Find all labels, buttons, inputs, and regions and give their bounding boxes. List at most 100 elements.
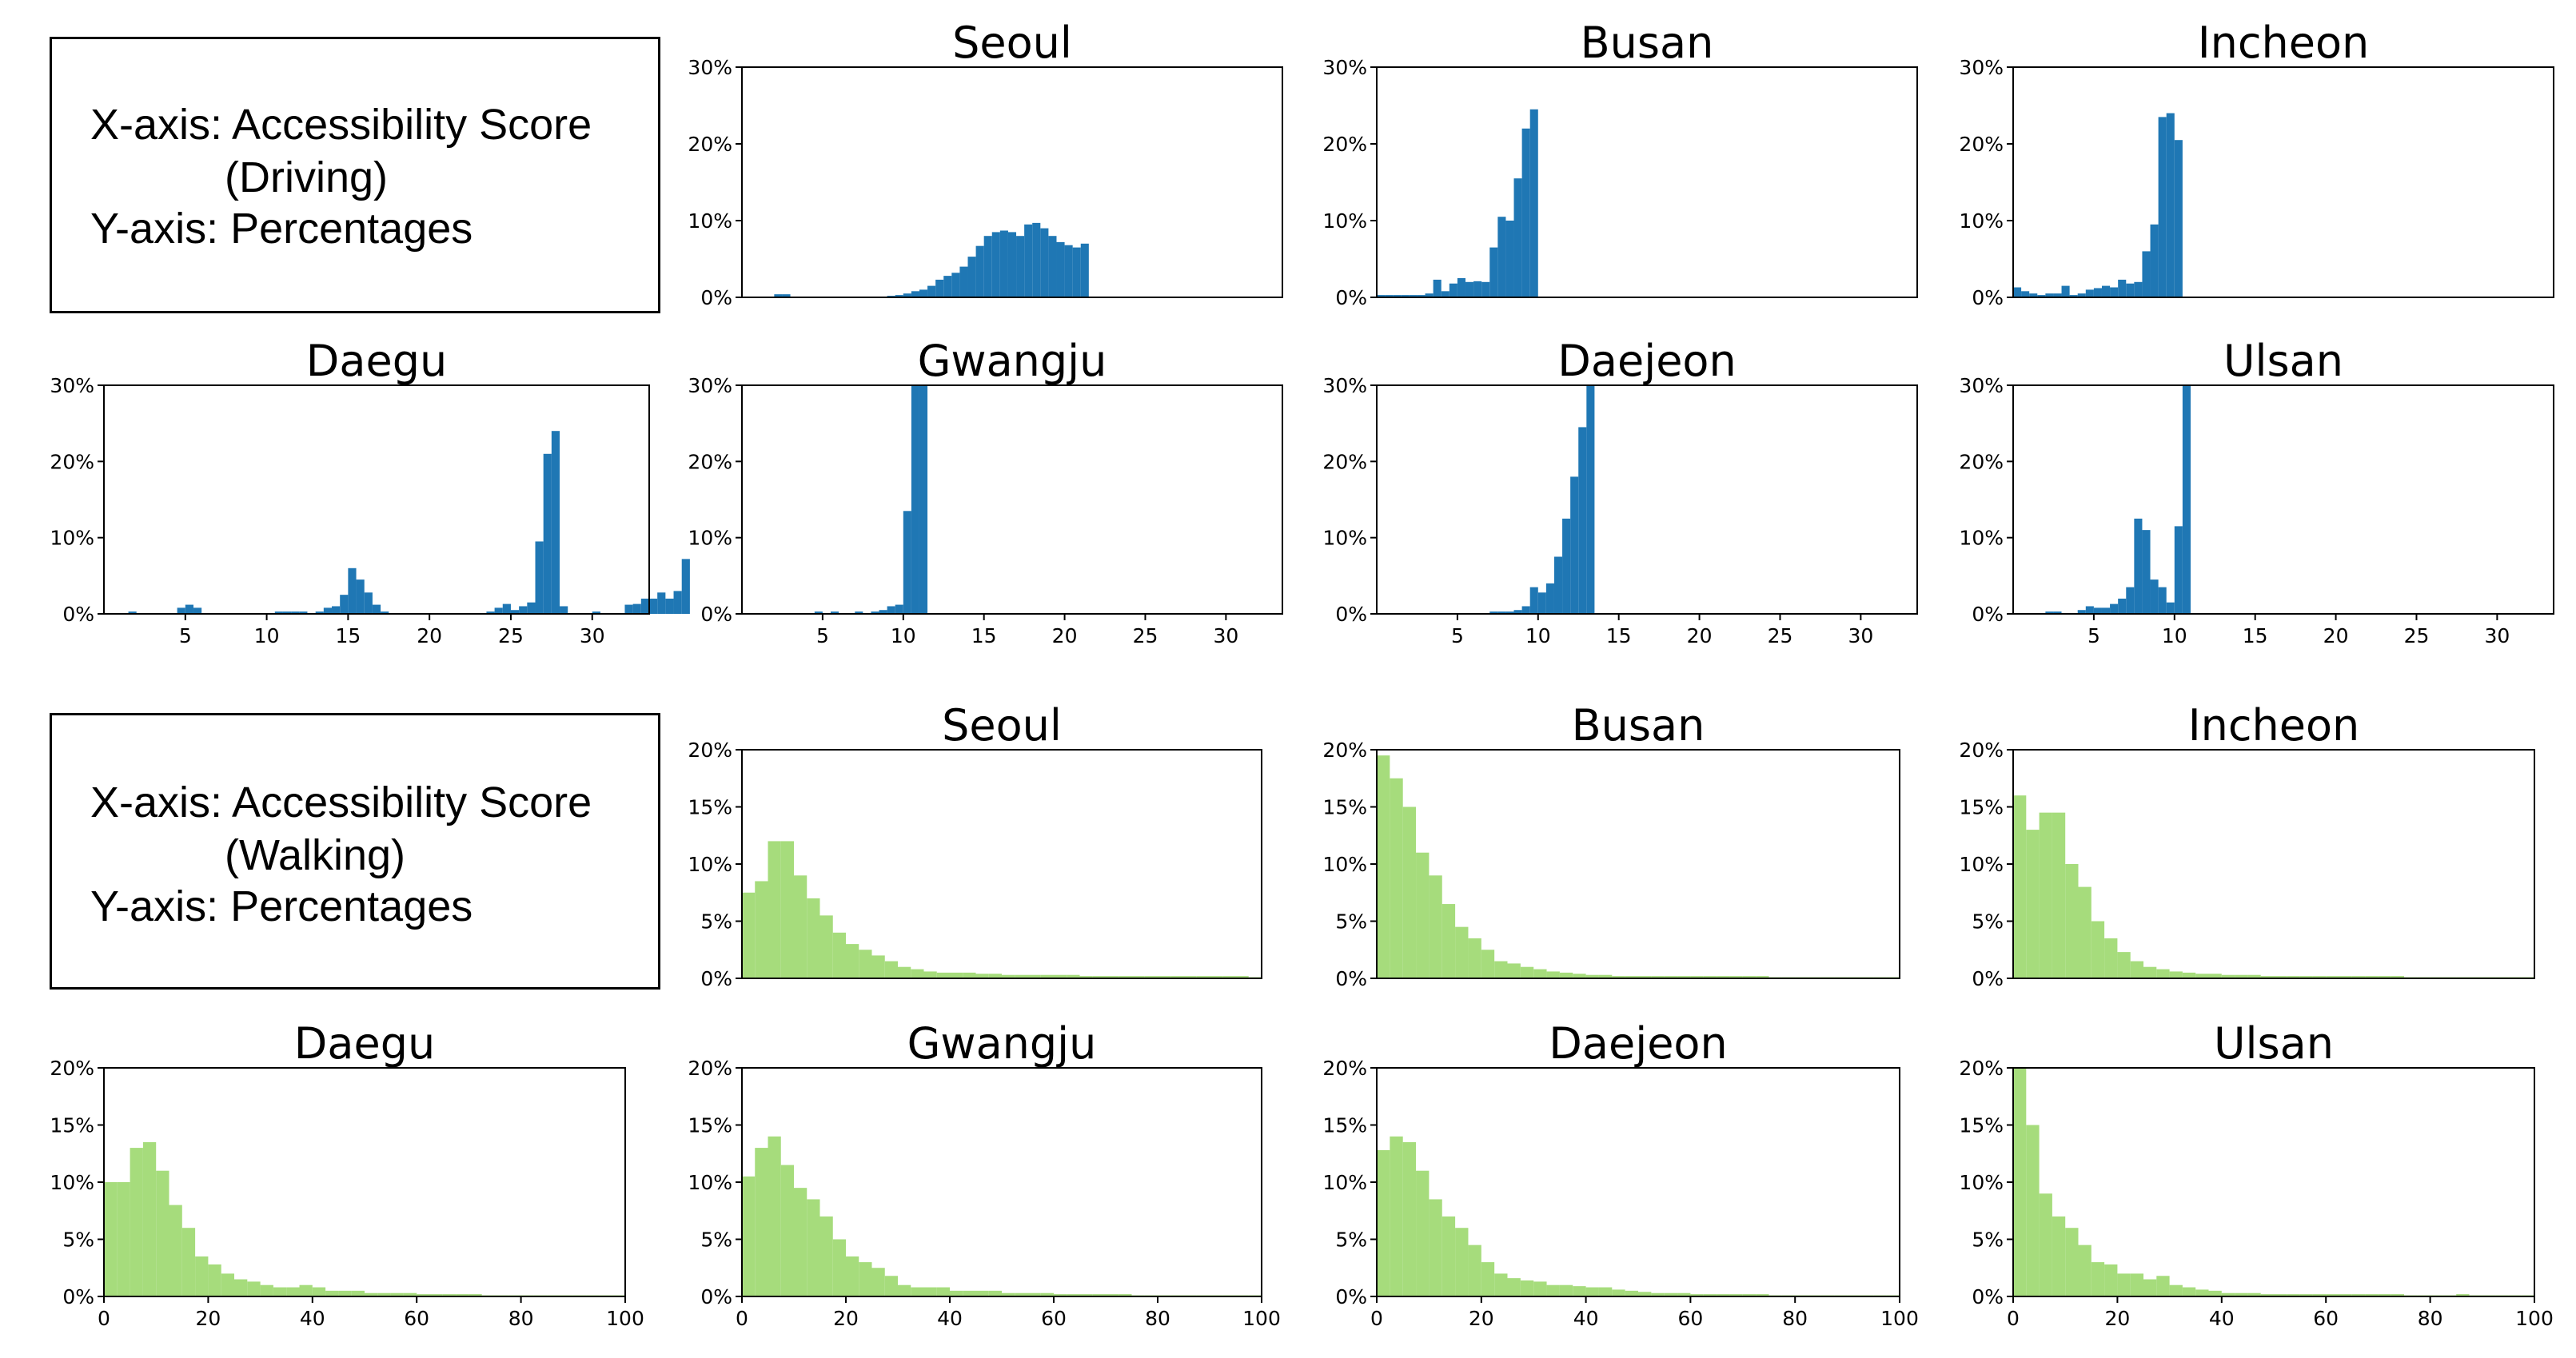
bar — [2029, 293, 2038, 297]
bar — [1559, 1284, 1573, 1296]
bar — [2026, 830, 2040, 978]
bar — [1442, 1216, 1456, 1296]
x-tick-label: 20 — [2104, 1307, 2130, 1330]
bar — [1210, 976, 1223, 978]
y-tick-label: 20% — [50, 450, 94, 473]
y-tick-label: 15% — [688, 1114, 732, 1137]
legend-driving-line2: (Driving) — [225, 153, 389, 201]
bar — [1625, 1290, 1638, 1296]
bar — [2037, 295, 2046, 297]
bar — [2091, 1262, 2105, 1296]
y-tick-label: 20% — [1959, 1057, 2004, 1080]
bar — [1507, 1278, 1521, 1296]
x-tick-label: 80 — [508, 1307, 534, 1330]
bar — [903, 293, 911, 297]
bar — [782, 294, 791, 297]
bar — [1393, 295, 1402, 297]
bar — [1703, 976, 1717, 978]
bar — [291, 611, 300, 614]
y-tick-label: 0% — [700, 967, 732, 990]
bar — [983, 236, 992, 297]
bar — [1054, 1294, 1067, 1296]
bar — [1612, 1289, 1625, 1296]
bar — [2221, 1292, 2235, 1296]
bar — [755, 1148, 768, 1296]
y-tick-label: 0% — [1972, 603, 2004, 626]
bar — [2052, 812, 2066, 978]
y-tick-label: 10% — [1322, 1171, 1367, 1194]
bar — [1573, 974, 1586, 978]
x-tick-label: 60 — [1677, 1307, 1703, 1330]
bar — [381, 611, 389, 614]
bar — [2053, 611, 2062, 614]
bar — [624, 604, 633, 614]
y-tick-label: 15% — [1959, 796, 2004, 819]
bar — [963, 972, 976, 978]
bar — [1497, 217, 1506, 297]
bar — [943, 276, 952, 297]
legend-walking-line2: (Walking) — [225, 831, 406, 879]
bar — [2039, 812, 2052, 978]
x-tick-label: 20 — [833, 1307, 859, 1330]
plot-frame — [1376, 66, 1918, 298]
bar — [1007, 232, 1017, 297]
bar — [1729, 976, 1743, 978]
bar — [1468, 1245, 1481, 1296]
chart-title: Seoul — [942, 700, 1062, 751]
chart-title: Gwangju — [907, 1018, 1097, 1069]
x-tick-label: 20 — [1469, 1307, 1494, 1330]
bar — [1027, 1292, 1041, 1296]
x-tick-label: 100 — [1242, 1307, 1281, 1330]
bar — [846, 944, 859, 978]
bar — [923, 1287, 937, 1296]
bar — [975, 245, 984, 297]
bar — [1401, 295, 1410, 297]
x-tick-label: 30 — [580, 624, 605, 647]
y-tick-label: 0% — [1335, 286, 1367, 309]
bar — [649, 598, 658, 614]
bar — [2021, 291, 2030, 297]
chart-driving-incheon: Incheon 0% 10% 20% 30% — [1959, 18, 2554, 309]
x-tick-label: 25 — [1768, 624, 1793, 647]
bar — [2182, 1287, 2196, 1296]
y-tick-label: 15% — [688, 796, 732, 819]
bar — [128, 611, 137, 614]
plot-frame — [1376, 384, 1918, 615]
y-tick-label: 0% — [62, 603, 94, 626]
bar — [884, 961, 898, 978]
bar — [1235, 976, 1249, 978]
bar — [936, 972, 950, 978]
bar — [2247, 1292, 2261, 1296]
bar — [2091, 921, 2105, 978]
bar — [1441, 291, 1449, 297]
bar — [2110, 287, 2119, 297]
bar — [1638, 1292, 1652, 1296]
plot-frame — [741, 66, 1283, 298]
x-tick-label: 25 — [498, 624, 524, 647]
bar — [2078, 1245, 2092, 1296]
y-tick-label: 5% — [700, 910, 732, 934]
bar — [1027, 974, 1041, 978]
bar — [1520, 1280, 1534, 1296]
y-tick-label: 10% — [688, 1171, 732, 1194]
bar — [1429, 875, 1442, 978]
bar — [2013, 287, 2022, 297]
bar — [1048, 236, 1057, 297]
y-tick-label: 10% — [50, 1171, 94, 1194]
chart-driving-daejeon: Daejeon 0% 10% 20% 30% 5 10 15 20 25 30 — [1322, 336, 1918, 647]
bar — [2104, 938, 2118, 978]
bar — [1425, 293, 1434, 297]
y-tick-label: 0% — [700, 1285, 732, 1308]
y-tick-label: 10% — [688, 853, 732, 876]
bar — [1040, 974, 1054, 978]
bar — [1481, 281, 1490, 297]
x-tick-label: 0 — [2007, 1307, 2020, 1330]
bar — [780, 841, 794, 978]
bar — [535, 541, 544, 614]
x-tick-label: 10 — [1525, 624, 1551, 647]
y-tick-label: 10% — [688, 527, 732, 550]
chart-driving-seoul: Seoul 0% 10% 20% 30% — [688, 18, 1283, 309]
bar — [1559, 972, 1573, 978]
bar — [1024, 224, 1033, 297]
bar — [2126, 587, 2135, 614]
